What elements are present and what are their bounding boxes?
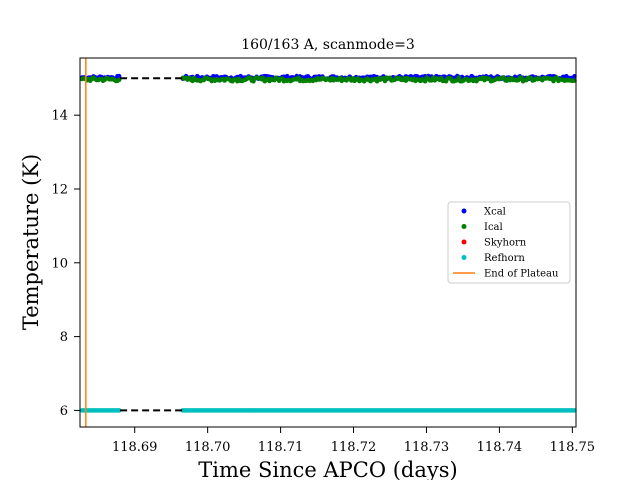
- legend-item-end-of-plateau: End of Plateau: [453, 269, 559, 280]
- y-tick-label: 6: [60, 404, 68, 419]
- legend-label: Refhorn: [484, 253, 525, 264]
- chart-title: 160/163 A, scanmode=3: [241, 37, 415, 53]
- plot-frame: [79, 57, 577, 428]
- y-axis-label: Temperature (K): [19, 154, 43, 330]
- series-ical: [79, 75, 577, 84]
- legend-marker: [461, 239, 467, 245]
- y-tick-label: 12: [51, 182, 68, 197]
- x-tick-label: 118.70: [185, 440, 231, 455]
- series-refhorn: [79, 408, 577, 413]
- x-tick-label: 118.75: [550, 440, 596, 455]
- legend-marker: [461, 224, 467, 229]
- x-tick-label: 118.72: [331, 440, 377, 455]
- plot-area: [79, 57, 577, 428]
- legend-label: Xcal: [484, 207, 506, 218]
- legend-item-xcal: Xcal: [461, 207, 506, 218]
- x-axis: 118.69 118.70 118.71 118.72 118.73 118.74 118.…: [112, 427, 595, 455]
- point-ical: [519, 75, 524, 81]
- point-refhorn: [116, 408, 122, 413]
- legend-item-refhorn: Refhorn: [461, 253, 525, 264]
- x-tick-label: 118.74: [477, 440, 523, 455]
- y-axis: 6 8 10 12 14: [51, 109, 80, 419]
- legend-label: Ical: [484, 222, 503, 233]
- legend-item-ical: Ical: [461, 222, 503, 233]
- y-tick-label: 10: [51, 256, 68, 271]
- x-tick-label: 118.71: [258, 440, 304, 455]
- x-tick-label: 118.73: [404, 440, 450, 455]
- legend-label: End of Plateau: [484, 269, 559, 280]
- legend-marker: [461, 255, 467, 260]
- legend-item-skyhorn: Skyhorn: [461, 238, 527, 249]
- legend: Xcal Ical Skyhorn Refhorn End of Plateau: [447, 201, 571, 284]
- x-tick-label: 118.69: [112, 440, 158, 455]
- point-ical: [422, 78, 428, 84]
- x-axis-label: Time Since APCO (days): [198, 458, 457, 480]
- y-tick-label: 8: [60, 330, 68, 345]
- y-tick-label: 14: [51, 109, 68, 124]
- point-ical: [456, 75, 462, 80]
- legend-box: [447, 201, 571, 284]
- legend-marker: [461, 208, 467, 214]
- legend-label: Skyhorn: [484, 238, 527, 249]
